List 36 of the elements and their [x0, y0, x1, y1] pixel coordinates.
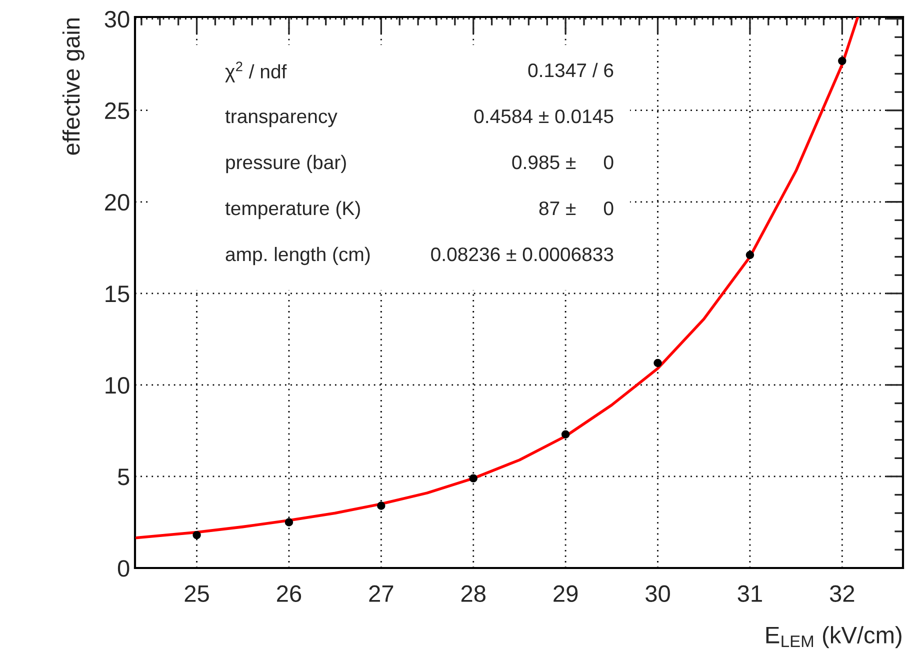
y-tick-label: 0: [118, 560, 130, 577]
annotation: 0.1347 / 6: [528, 62, 614, 78]
y-tick-label: 30: [104, 10, 130, 28]
x-tick-label: 27: [369, 585, 394, 602]
annotation: transparency: [225, 110, 338, 128]
point: [192, 530, 201, 540]
x-tick-label: 30: [646, 585, 670, 602]
y-tick-label: 25: [105, 102, 130, 120]
y-tick-label: 10: [106, 377, 130, 394]
annotation: 87 ± 0: [539, 201, 614, 216]
x-tick-label: 31: [738, 585, 762, 602]
point: [377, 502, 386, 510]
x-tick-label: 32: [830, 585, 854, 602]
x-tick-label: 29: [554, 585, 578, 602]
annotation: temperature (K): [225, 200, 360, 220]
annotation: 0.4584 ± 0.0145: [474, 109, 614, 124]
x-tick-label: 25: [184, 585, 209, 602]
y-tick-label: 20: [105, 194, 130, 211]
annotation: χ$^{2}$ / ndf: [225, 62, 287, 82]
y-tick-label: 15: [106, 286, 130, 302]
y-tick-label: 5: [118, 468, 130, 486]
point: [838, 56, 846, 66]
point: [746, 250, 754, 260]
annotation: 0.985 ± 0: [512, 155, 614, 170]
line-series: [135, 17, 860, 540]
point: [284, 518, 294, 526]
annotation: pressure (bar): [226, 154, 346, 174]
point: [654, 358, 662, 368]
x-axis-title: E$_{LEM}$ (kV/cm): [766, 626, 902, 648]
x-tick-label: 28: [461, 585, 486, 602]
point: [561, 430, 570, 438]
y-axis-title: effective gain: [62, 18, 84, 155]
annotation: 0.08236 ± 0.0006833: [431, 247, 614, 262]
annotation: amp. length (cm): [226, 246, 370, 266]
x-tick-label: 26: [277, 585, 302, 602]
point: [469, 474, 478, 482]
